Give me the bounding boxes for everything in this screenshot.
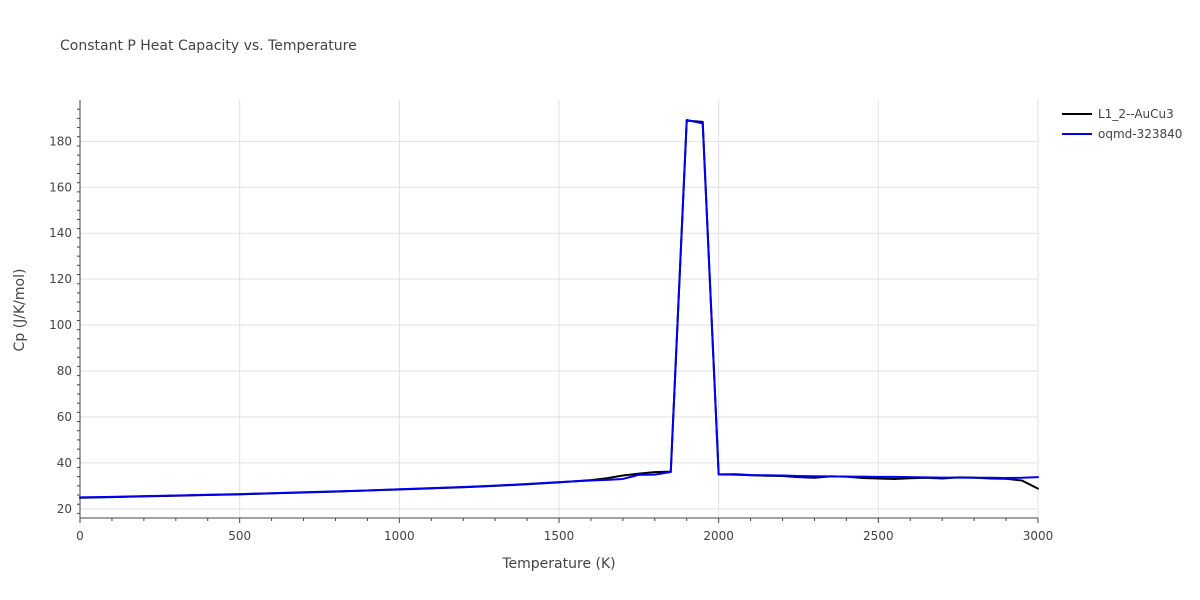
y-tick-label: 180	[49, 134, 72, 148]
axis-layer: 0 500 1000 1500 2000 2500 3000 20 40 60 80 100 120 14…	[49, 100, 1053, 543]
x-tick-label: 2500	[863, 529, 894, 543]
series-layer	[79, 118, 1039, 499]
y-tick-label: 160	[49, 180, 72, 194]
y-tick-label: 40	[57, 456, 72, 470]
legend-item-1[interactable]: oqmd-323840	[1062, 127, 1182, 141]
y-tick-label: 140	[49, 226, 72, 240]
x-tick-label: 500	[228, 529, 251, 543]
y-tick-label: 100	[49, 318, 72, 332]
y-tick-label: 60	[57, 410, 72, 424]
y-tick-label: 80	[57, 364, 72, 378]
legend-label: oqmd-323840	[1098, 127, 1182, 141]
legend-item-0[interactable]: L1_2--AuCu3	[1062, 107, 1174, 121]
x-tick-label: 1000	[384, 529, 415, 543]
chart-title: Constant P Heat Capacity vs. Temperature	[60, 38, 357, 54]
x-tick-label: 3000	[1023, 529, 1054, 543]
legend[interactable]: L1_2--AuCu3 oqmd-323840	[1062, 107, 1182, 141]
legend-label: L1_2--AuCu3	[1098, 107, 1174, 121]
y-axis-label: Cp (J/K/mol)	[12, 269, 28, 352]
y-tick-label: 20	[57, 502, 72, 516]
x-axis-label: Temperature (K)	[501, 556, 615, 572]
x-tick-label: 1500	[544, 529, 575, 543]
x-tick-label: 2000	[703, 529, 734, 543]
y-tick-label: 120	[49, 272, 72, 286]
grid-layer	[80, 100, 1039, 518]
x-tick-label: 0	[76, 529, 84, 543]
series-line-1	[79, 118, 1039, 499]
